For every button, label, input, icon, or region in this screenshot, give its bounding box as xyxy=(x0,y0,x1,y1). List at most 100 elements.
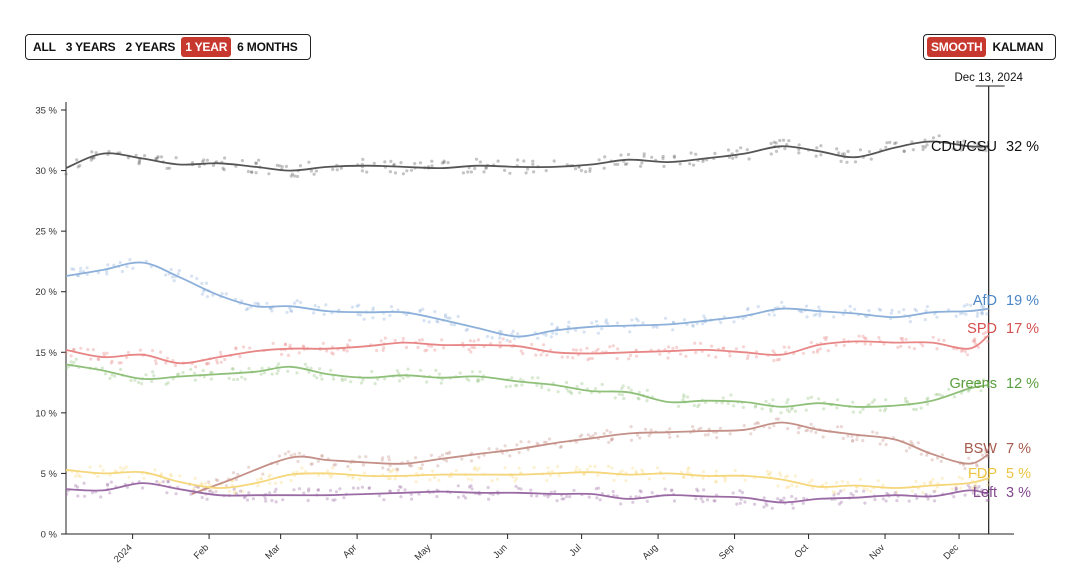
poll-dot-fdp xyxy=(714,469,719,473)
poll-dot-fdp xyxy=(686,467,690,471)
poll-dot-afd xyxy=(499,330,503,334)
poll-dot-afd xyxy=(312,311,316,315)
poll-dot-afd xyxy=(105,269,109,273)
poll-dot-left xyxy=(884,499,888,503)
poll-dot-spd xyxy=(416,345,420,350)
poll-dot-cducsu xyxy=(613,162,617,166)
poll-dot-afd xyxy=(671,328,675,332)
poll-dot-fdp xyxy=(127,475,131,479)
poll-dot-bsw xyxy=(487,447,491,451)
poll-dot-fdp xyxy=(240,489,245,493)
poll-dot-spd xyxy=(110,359,114,363)
poll-dot-spd xyxy=(896,345,900,349)
poll-dot-spd xyxy=(325,349,329,353)
poll-dot-left xyxy=(572,488,576,492)
poll-dot-spd xyxy=(442,346,446,350)
poll-dot-spd xyxy=(772,358,776,363)
poll-dot-fdp xyxy=(160,472,164,476)
poll-dot-greens xyxy=(578,391,582,395)
poll-dot-cducsu xyxy=(678,162,682,166)
poll-dot-afd xyxy=(324,303,328,307)
poll-dot-fdp xyxy=(982,474,986,478)
poll-dot-fdp xyxy=(316,473,321,477)
poll-dot-greens xyxy=(100,366,104,370)
poll-dot-afd xyxy=(79,266,83,270)
poll-dot-left xyxy=(487,497,491,501)
method-smooth-button[interactable]: SMOOTH xyxy=(927,37,987,57)
poll-dot-cducsu xyxy=(466,170,470,174)
poll-dot-bsw xyxy=(851,438,855,442)
poll-dot-bsw xyxy=(334,463,338,467)
y-tick-label: 0 % xyxy=(41,530,58,541)
poll-dot-bsw xyxy=(591,434,595,438)
poll-dot-cducsu xyxy=(626,152,631,157)
poll-dot-afd xyxy=(604,318,609,322)
poll-dot-greens xyxy=(867,402,872,406)
poll-dot-spd xyxy=(714,355,718,359)
poll-dot-afd xyxy=(195,276,199,281)
poll-dot-bsw xyxy=(776,417,781,421)
poll-dot-greens xyxy=(622,396,626,401)
poll-dot-fdp xyxy=(169,474,173,478)
poll-dot-cducsu xyxy=(734,155,738,159)
poll-dot-bsw xyxy=(925,453,929,457)
series-name-fdp: FDP xyxy=(968,466,997,482)
poll-dot-left xyxy=(873,498,877,502)
poll-dot-afd xyxy=(800,310,804,314)
poll-dot-greens xyxy=(760,407,764,411)
poll-dot-spd xyxy=(693,341,697,345)
poll-dot-greens xyxy=(303,362,307,366)
method-kalman-button[interactable]: KALMAN xyxy=(992,40,1044,54)
poll-dot-left xyxy=(208,489,212,493)
range-all-button[interactable]: ALL xyxy=(33,40,56,54)
poll-dot-spd xyxy=(280,352,284,356)
poll-dot-afd xyxy=(418,308,422,312)
range-2-years-button[interactable]: 2 YEARS xyxy=(125,40,176,54)
poll-dot-bsw xyxy=(786,427,790,431)
poll-dot-fdp xyxy=(596,473,600,477)
poll-dot-left xyxy=(247,491,251,495)
poll-dot-spd xyxy=(596,347,600,351)
poll-dot-bsw xyxy=(381,466,385,470)
poll-dot-cducsu xyxy=(284,164,288,168)
poll-dot-spd xyxy=(420,338,424,342)
poll-dot-greens xyxy=(270,372,274,376)
poll-dot-cducsu xyxy=(383,160,387,164)
poll-dot-spd xyxy=(586,358,590,362)
poll-dot-fdp xyxy=(876,479,880,483)
poll-dot-greens xyxy=(152,374,156,378)
poll-dot-cducsu xyxy=(661,157,665,161)
poll-dot-greens xyxy=(343,377,347,382)
poll-dot-bsw xyxy=(410,464,414,468)
poll-dot-bsw xyxy=(610,437,614,442)
poll-dot-greens xyxy=(884,407,888,411)
poll-dot-greens xyxy=(536,376,540,380)
poll-dot-fdp xyxy=(778,471,782,475)
poll-dot-fdp xyxy=(98,464,102,468)
poll-dot-bsw xyxy=(940,453,945,457)
poll-dot-bsw xyxy=(697,427,701,431)
poll-dot-fdp xyxy=(787,485,791,489)
poll-dot-left xyxy=(268,491,272,495)
poll-dot-afd xyxy=(240,299,244,303)
range-6-months-button[interactable]: 6 MONTHS xyxy=(237,40,298,54)
poll-dot-afd xyxy=(396,308,400,312)
poll-dot-greens xyxy=(189,367,193,371)
poll-dot-fdp xyxy=(259,477,263,481)
poll-dot-afd xyxy=(200,281,204,286)
poll-dot-cducsu xyxy=(781,138,786,142)
poll-dot-greens xyxy=(175,373,179,377)
poll-dot-bsw xyxy=(647,434,651,438)
range-1-year-button[interactable]: 1 YEAR xyxy=(181,37,232,57)
poll-dot-bsw xyxy=(629,425,633,429)
poll-dot-spd xyxy=(571,356,575,360)
range-3-years-button[interactable]: 3 YEARS xyxy=(65,40,116,54)
poll-dot-fdp xyxy=(557,474,561,478)
poll-dot-left xyxy=(952,495,956,499)
poll-dot-greens xyxy=(439,381,443,385)
poll-dot-fdp xyxy=(783,475,788,479)
poll-dot-spd xyxy=(86,348,90,352)
poll-dot-afd xyxy=(772,313,776,317)
poll-dot-spd xyxy=(342,348,346,352)
poll-dot-greens xyxy=(470,370,475,374)
